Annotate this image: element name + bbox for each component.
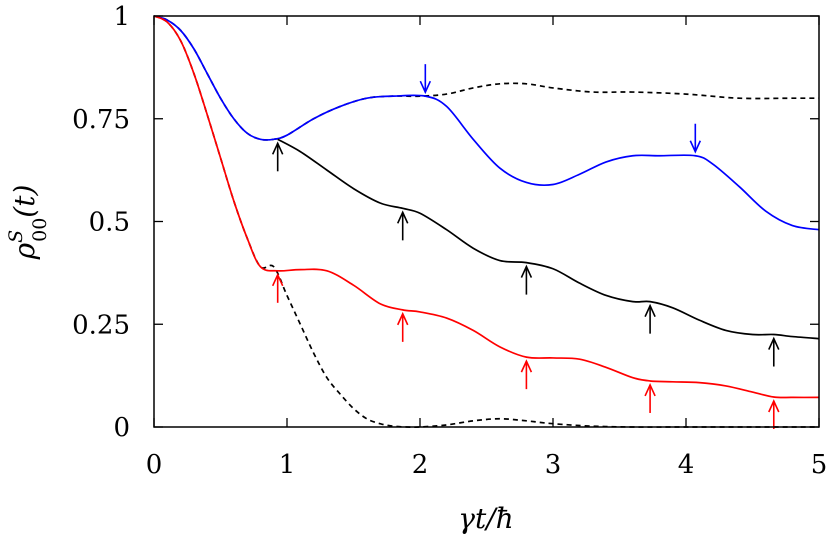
x-tick-label: 0 bbox=[146, 450, 163, 480]
series-line-2 bbox=[153, 15, 820, 231]
series-group bbox=[153, 15, 820, 429]
series-line-3 bbox=[277, 138, 820, 340]
x-tick-label: 2 bbox=[412, 450, 429, 480]
event-arrow-9 bbox=[520, 359, 533, 390]
arrows-group bbox=[271, 64, 780, 429]
y-tick-label: 0.25 bbox=[72, 310, 130, 340]
event-arrow-1 bbox=[689, 123, 702, 154]
event-arrow-10 bbox=[644, 383, 656, 413]
event-arrow-6 bbox=[768, 336, 780, 367]
y-tick-labels: 0 0.25 0.5 0.75 1 bbox=[72, 2, 130, 443]
ticks-group bbox=[153, 15, 820, 428]
event-arrow-4 bbox=[520, 264, 533, 295]
x-tick-labels: 0 1 2 3 4 5 bbox=[146, 450, 828, 480]
y-tick-label: 0.5 bbox=[89, 208, 130, 238]
y-axis-label-main: ρ bbox=[8, 242, 41, 260]
x-tick-label: 5 bbox=[811, 450, 828, 480]
event-arrow-0 bbox=[419, 64, 432, 95]
y-axis-label-group: ρS 00(t) bbox=[5, 185, 51, 261]
y-tick-label: 0 bbox=[113, 413, 130, 443]
event-arrow-5 bbox=[644, 303, 656, 334]
y-tick-label: 1 bbox=[113, 2, 130, 32]
series-line-0 bbox=[153, 15, 819, 141]
event-arrow-2 bbox=[271, 141, 284, 172]
event-arrow-8 bbox=[396, 311, 409, 342]
y-tick-label: 0.75 bbox=[72, 105, 130, 135]
y-axis-label: ρS 00(t) bbox=[5, 185, 51, 261]
y-axis-label-sup: S bbox=[5, 230, 27, 243]
series-line-4 bbox=[153, 15, 820, 399]
x-tick-label: 3 bbox=[545, 450, 562, 480]
x-tick-label: 4 bbox=[678, 450, 695, 480]
y-axis-label-arg: (t) bbox=[8, 185, 41, 218]
x-tick-label: 1 bbox=[279, 450, 296, 480]
y-axis-label-sub: 00 bbox=[29, 218, 51, 242]
plot-frame bbox=[153, 15, 820, 428]
event-arrow-11 bbox=[768, 399, 780, 429]
series-line-1 bbox=[153, 15, 819, 429]
x-axis-label: γt/ħ bbox=[458, 502, 513, 535]
event-arrow-3 bbox=[396, 210, 409, 241]
event-arrow-7 bbox=[271, 272, 284, 303]
